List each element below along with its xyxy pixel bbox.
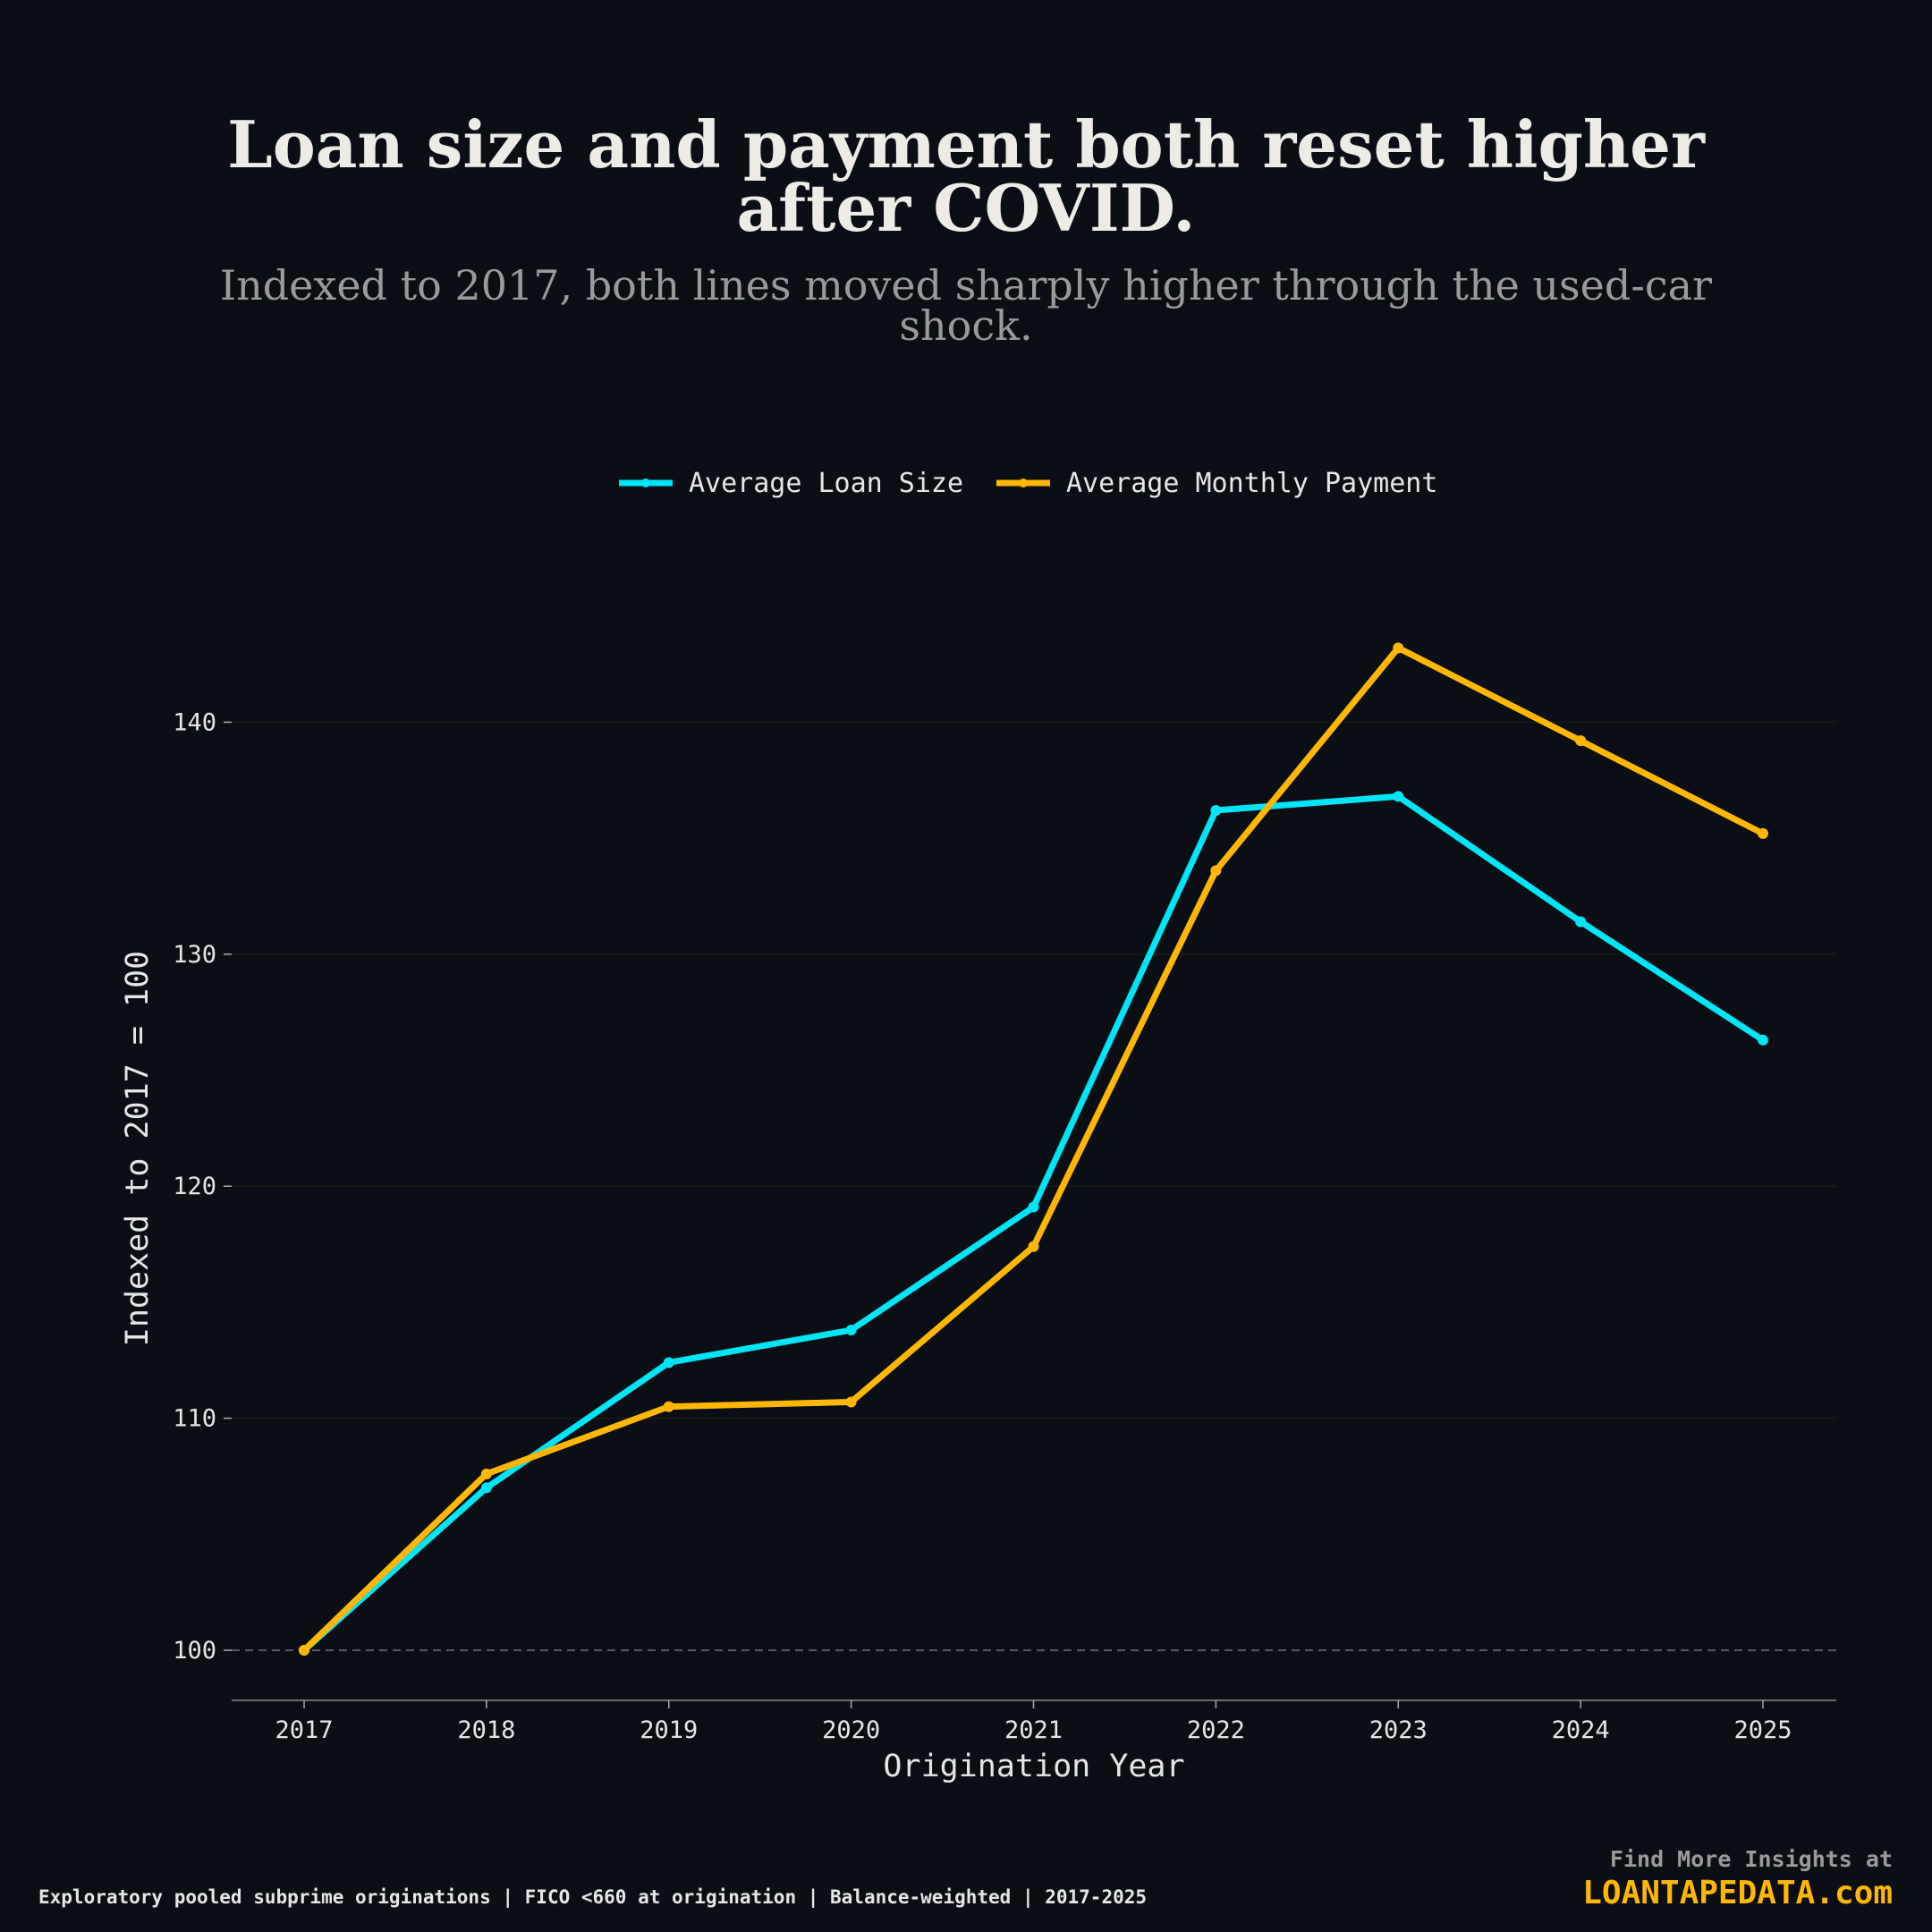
x-tick-label: 2024 bbox=[1552, 1716, 1610, 1744]
y-tick-label: 110 bbox=[173, 1405, 216, 1433]
data-point bbox=[480, 1468, 492, 1479]
data-point bbox=[1575, 916, 1587, 928]
footer-note: Exploratory pooled subprime originations… bbox=[38, 1886, 1147, 1909]
series-lines bbox=[299, 642, 1768, 1656]
data-point bbox=[1210, 865, 1222, 877]
data-point bbox=[1393, 791, 1404, 802]
chart-subtitle-line-2: shock. bbox=[899, 301, 1032, 350]
series-line bbox=[301, 792, 1765, 1653]
gridlines bbox=[232, 721, 1836, 1651]
data-point bbox=[1758, 1034, 1768, 1046]
y-tick-label: 100 bbox=[173, 1637, 216, 1665]
chart-subtitle-line-1: Indexed to 2017, both lines moved sharpl… bbox=[220, 261, 1712, 309]
legend-marker bbox=[1019, 479, 1028, 487]
data-point bbox=[845, 1396, 857, 1408]
x-axis-label: Origination Year bbox=[883, 1749, 1184, 1784]
x-tick-label: 2023 bbox=[1369, 1716, 1428, 1744]
x-tick-label: 2017 bbox=[275, 1716, 333, 1744]
legend-item: Average Monthly Payment bbox=[996, 468, 1437, 499]
data-point bbox=[1393, 642, 1404, 654]
data-point bbox=[1028, 1241, 1039, 1252]
y-tick-label: 140 bbox=[173, 708, 216, 736]
y-tick-label: 130 bbox=[173, 941, 216, 969]
y-axis-label: Indexed to 2017 = 100 bbox=[120, 951, 156, 1347]
data-point bbox=[663, 1357, 674, 1368]
chart-title-line-1: Loan size and payment both reset higher bbox=[227, 106, 1706, 182]
series-average-loan-size bbox=[299, 791, 1768, 1656]
chart-title-line-2: after COVID. bbox=[737, 170, 1196, 246]
x-tick-label: 2021 bbox=[1004, 1716, 1063, 1744]
legend-item: Average Loan Size bbox=[619, 468, 963, 499]
data-point bbox=[663, 1401, 674, 1412]
data-point bbox=[1028, 1201, 1039, 1213]
legend-label: Average Monthly Payment bbox=[1066, 468, 1437, 499]
data-point bbox=[845, 1325, 857, 1336]
data-point bbox=[299, 1645, 309, 1656]
footer-brand-link[interactable]: LOANTAPEDATA.com bbox=[1582, 1875, 1893, 1911]
x-tick-label: 2020 bbox=[822, 1716, 880, 1744]
axes: 100 110 120 130 140 2017 2018 2019 2020 2021 2022 2… bbox=[173, 708, 1836, 1744]
data-point bbox=[480, 1482, 492, 1494]
footer-cta: Find More Insights at bbox=[1610, 1846, 1893, 1872]
data-point bbox=[1575, 735, 1587, 747]
data-point bbox=[1758, 827, 1768, 839]
x-tick-label: 2025 bbox=[1733, 1716, 1792, 1744]
series-line bbox=[301, 644, 1765, 1653]
legend: Average Loan Size Average Monthly Payment bbox=[619, 468, 1437, 499]
x-tick-label: 2019 bbox=[640, 1716, 698, 1744]
y-tick-label: 120 bbox=[173, 1173, 216, 1200]
legend-marker bbox=[641, 479, 650, 487]
data-point bbox=[1210, 804, 1222, 816]
legend-label: Average Loan Size bbox=[689, 468, 963, 499]
series-average-monthly-payment bbox=[299, 642, 1768, 1656]
x-tick-label: 2022 bbox=[1187, 1716, 1245, 1744]
x-tick-label: 2018 bbox=[457, 1716, 515, 1744]
